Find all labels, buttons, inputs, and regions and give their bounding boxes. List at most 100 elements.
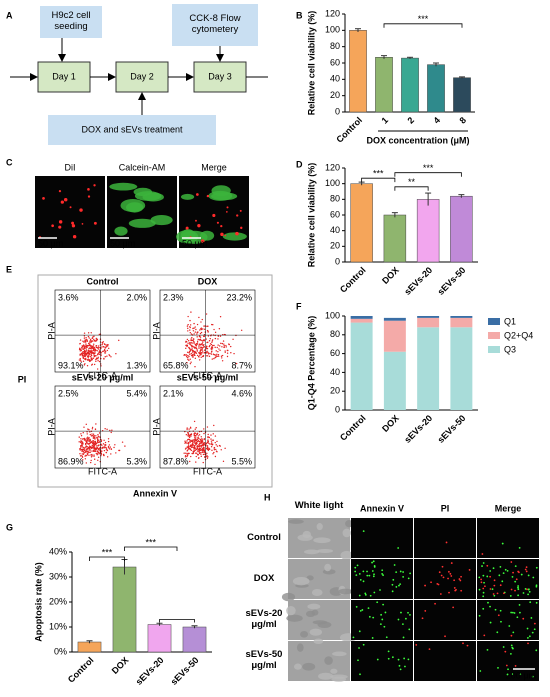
y-tick-label: 40 <box>330 74 340 84</box>
cell-shape <box>180 229 196 243</box>
stain-dot <box>489 621 492 624</box>
y-tick-label: 40% <box>49 546 67 556</box>
cell-texture <box>338 588 353 595</box>
event-dot <box>190 333 193 335</box>
event-dot <box>198 444 200 446</box>
event-dot <box>98 360 101 363</box>
cell-texture <box>286 606 296 616</box>
stain-dot <box>526 588 528 591</box>
dot-plot <box>54 289 151 373</box>
event-dot <box>79 347 81 349</box>
stain-dot <box>424 610 427 612</box>
bar-segment <box>383 317 406 321</box>
event-dot <box>198 316 200 319</box>
event-dot <box>97 435 99 438</box>
stain-dot <box>482 574 485 577</box>
event-dot <box>89 338 92 341</box>
stain-dot <box>355 574 358 577</box>
x-tick-label: Control <box>66 655 96 685</box>
stain-dot <box>424 584 426 587</box>
event-dot <box>88 440 91 442</box>
event-dot <box>206 325 208 328</box>
event-dot <box>83 353 85 355</box>
stain-dot <box>489 570 492 572</box>
event-dot <box>94 351 96 353</box>
micrograph <box>35 176 105 248</box>
cell-texture <box>313 638 324 645</box>
stain-dot <box>458 578 461 580</box>
stain-dot <box>379 589 381 591</box>
event-dot <box>194 432 197 434</box>
event-dot <box>92 345 95 347</box>
event-dot <box>88 353 90 355</box>
event-dot <box>86 437 88 439</box>
bar-segment <box>450 316 473 318</box>
stain-dot <box>527 574 530 577</box>
panel-letter: E <box>6 264 12 274</box>
cell-texture <box>332 651 347 657</box>
dye-dot <box>236 214 239 217</box>
event-dot <box>233 352 235 355</box>
cell-texture <box>318 672 334 680</box>
event-dot <box>89 433 92 436</box>
event-dot <box>106 349 109 352</box>
stain-dot <box>501 542 504 545</box>
event-dot <box>189 324 192 326</box>
event-dot <box>87 345 89 347</box>
event-dot <box>88 344 91 347</box>
event-dot <box>190 439 192 442</box>
event-dot <box>90 459 92 462</box>
event-dot <box>200 349 202 351</box>
event-dot <box>206 457 209 459</box>
bar-segment <box>417 317 440 328</box>
event-dot <box>91 345 94 348</box>
event-dot <box>114 444 116 446</box>
event-dot <box>217 338 219 340</box>
axis-x: FITC-A <box>88 466 117 476</box>
event-dot <box>94 352 96 355</box>
event-dot <box>98 439 100 441</box>
event-dot <box>90 354 93 357</box>
quadrant-value: 65.8% <box>163 360 189 370</box>
event-dot <box>97 345 100 347</box>
event-dot <box>195 427 197 429</box>
event-dot <box>198 451 200 453</box>
stain-dot <box>497 666 499 669</box>
micrograph <box>414 600 476 640</box>
event-dot <box>190 445 192 448</box>
scale-label: 50 μm <box>38 238 63 248</box>
stain-dot <box>354 570 357 573</box>
event-dot <box>197 457 200 459</box>
stain-dot <box>483 634 486 637</box>
axis-x: FITC-A <box>193 370 222 380</box>
stain-dot <box>407 658 410 661</box>
event-dot <box>186 450 188 452</box>
event-dot <box>200 453 202 455</box>
event-dot <box>196 340 199 343</box>
stain-dot <box>359 673 361 676</box>
cell-texture <box>286 614 303 622</box>
event-dot <box>190 352 192 355</box>
event-dot <box>188 355 190 358</box>
bar <box>450 195 473 263</box>
cell-texture <box>300 630 309 638</box>
dye-dot <box>226 206 229 209</box>
event-dot <box>197 439 200 442</box>
event-dot <box>103 447 105 449</box>
stain-dot <box>391 590 394 593</box>
event-dot <box>92 347 95 349</box>
x-tick-label: DOX <box>380 265 401 286</box>
event-dot <box>87 335 90 338</box>
stain-dot <box>442 576 445 579</box>
event-dot <box>195 444 197 446</box>
y-tick-label: 40 <box>330 367 340 377</box>
event-dot <box>92 441 94 444</box>
event-dot <box>121 441 124 443</box>
event-dot <box>105 345 107 347</box>
event-dot <box>195 346 197 349</box>
event-dot <box>189 448 191 451</box>
event-dot <box>206 355 209 357</box>
event-dot <box>184 441 187 444</box>
stain-dot <box>397 658 400 661</box>
event-dot <box>83 354 86 356</box>
